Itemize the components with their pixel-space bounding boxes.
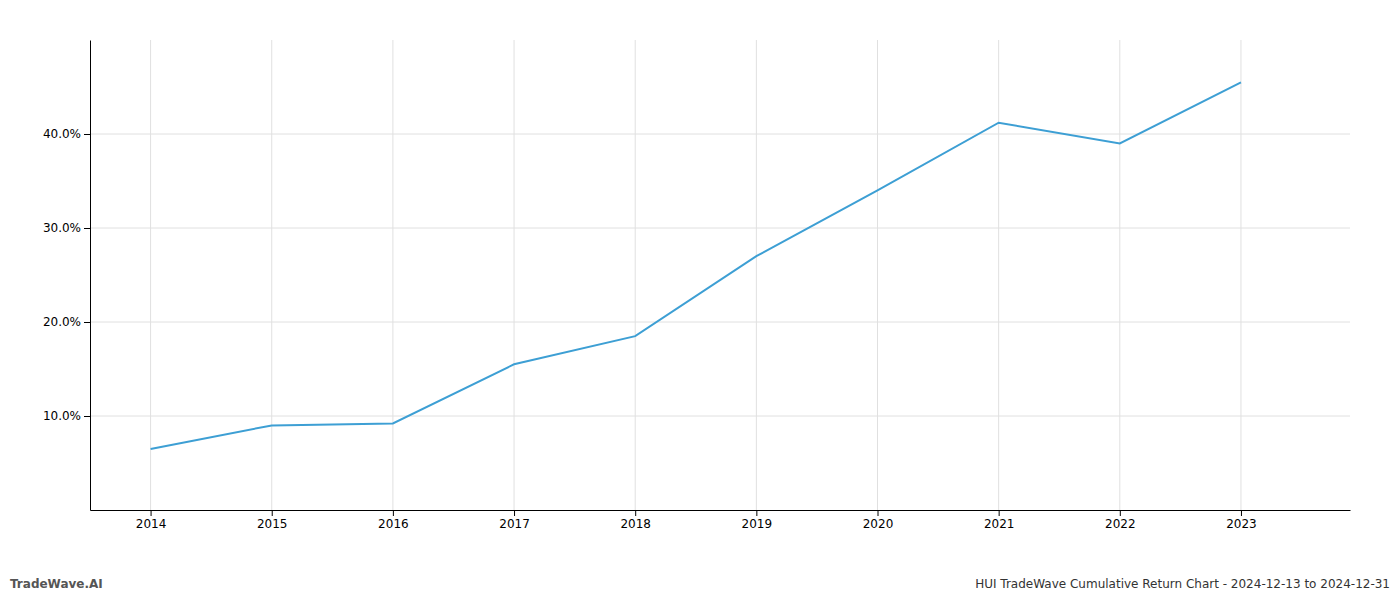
y-tick: 30.0% <box>43 221 90 235</box>
grid-line-y <box>90 416 1350 417</box>
x-tick: 2023 <box>1226 510 1257 531</box>
x-tick-label: 2016 <box>378 517 409 531</box>
y-tick-mark <box>84 322 90 323</box>
x-tick: 2018 <box>620 510 651 531</box>
x-tick-mark <box>1120 510 1121 516</box>
chart-svg: 2014 2015 2016 2017 2018 2019 2020 2021 2022 2023… <box>0 0 1400 600</box>
grid-line-x <box>1240 40 1241 510</box>
x-tick-mark <box>393 510 394 516</box>
x-tick-label: 2023 <box>1226 517 1257 531</box>
x-axis-line <box>91 510 1351 511</box>
x-tick-mark <box>878 510 879 516</box>
x-tick-label: 2015 <box>257 517 288 531</box>
marks <box>151 82 1241 449</box>
x-tick-label: 2019 <box>742 517 773 531</box>
x-tick: 2022 <box>1105 510 1136 531</box>
grid-line-x <box>150 40 151 510</box>
y-tick: 20.0% <box>43 315 90 329</box>
y-tick-label: 20.0% <box>43 315 81 329</box>
grid-line-y <box>90 134 1350 135</box>
x-tick: 2017 <box>499 510 530 531</box>
title: HUI TradeWave Cumulative Return Chart - … <box>975 577 1390 591</box>
grid-line-x <box>635 40 636 510</box>
grid-line-x <box>877 40 878 510</box>
x-tick-label: 2022 <box>1105 517 1136 531</box>
footer: TradeWave.AI HUI TradeWave Cumulative Ret… <box>10 577 1390 591</box>
chart-container: 2014 2015 2016 2017 2018 2019 2020 2021 2022 2023… <box>0 0 1400 600</box>
x-tick-mark <box>1241 510 1242 516</box>
x-tick-mark <box>635 510 636 516</box>
x-tick-mark <box>514 510 515 516</box>
x-tick-mark <box>999 510 1000 516</box>
grid-line-x <box>514 40 515 510</box>
y-tick: 40.0% <box>43 127 90 141</box>
y-tick: 10.0% <box>43 409 90 423</box>
x-tick-mark <box>151 510 152 516</box>
x-tick-label: 2018 <box>620 517 651 531</box>
x-tick-mark <box>272 510 273 516</box>
x-tick-label: 2021 <box>984 517 1015 531</box>
grid-line-x <box>756 40 757 510</box>
y-axis: 10.0% 20.0% 30.0% 40.0% <box>43 41 91 511</box>
plot-area: 2014 2015 2016 2017 2018 2019 2020 2021 2022 2023… <box>43 40 1351 531</box>
x-tick-label: 2017 <box>499 517 530 531</box>
y-tick-label: 40.0% <box>43 127 81 141</box>
grid-line-y <box>90 228 1350 229</box>
x-tick: 2021 <box>984 510 1015 531</box>
y-tick-label: 10.0% <box>43 409 81 423</box>
grid-line-x <box>1119 40 1120 510</box>
grid-line-x <box>392 40 393 510</box>
x-tick: 2014 <box>136 510 167 531</box>
x-tick: 2019 <box>742 510 773 531</box>
y-axis-line <box>90 41 91 511</box>
y-tick-label: 30.0% <box>43 221 81 235</box>
x-tick-label: 2020 <box>863 517 894 531</box>
x-tick-label: 2014 <box>136 517 167 531</box>
grid <box>90 40 1350 510</box>
grid-line-y <box>90 322 1350 323</box>
data-line <box>151 82 1241 449</box>
grid-line-x <box>271 40 272 510</box>
x-tick: 2015 <box>257 510 288 531</box>
y-tick-mark <box>84 416 90 417</box>
y-tick-mark <box>84 134 90 135</box>
x-axis: 2014 2015 2016 2017 2018 2019 2020 2021 2022 2023 <box>91 510 1351 531</box>
grid-line-x <box>998 40 999 510</box>
y-tick-mark <box>84 228 90 229</box>
x-tick-mark <box>756 510 757 516</box>
x-tick: 2020 <box>863 510 894 531</box>
watermark: TradeWave.AI <box>10 577 103 591</box>
x-tick: 2016 <box>378 510 409 531</box>
